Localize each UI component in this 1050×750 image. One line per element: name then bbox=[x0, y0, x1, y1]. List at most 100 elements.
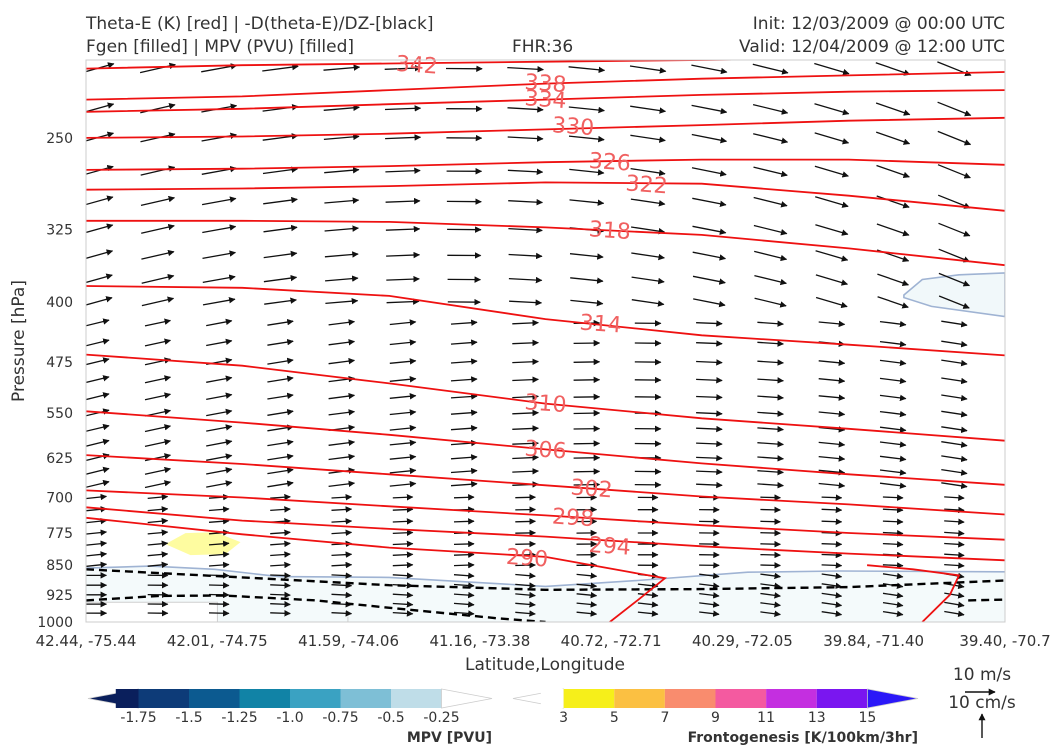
wind-arrow bbox=[147, 540, 169, 547]
wind-arrow bbox=[453, 494, 475, 501]
wind-arrow bbox=[86, 392, 110, 401]
wind-arrow bbox=[696, 340, 723, 347]
terrain-block bbox=[86, 601, 218, 622]
wind-arrow bbox=[392, 494, 414, 501]
wind-arrow bbox=[818, 426, 846, 433]
wind-arrow bbox=[938, 248, 971, 263]
wind-arrow bbox=[141, 223, 175, 234]
wind-arrow bbox=[753, 196, 788, 208]
wind-arrow bbox=[508, 252, 543, 260]
contour-label: 326 bbox=[588, 149, 632, 177]
wind-arrow bbox=[576, 591, 598, 599]
wind-arrow bbox=[879, 455, 907, 463]
wind-arrow bbox=[385, 197, 421, 205]
wind-arrow bbox=[267, 375, 294, 383]
wind-arrow bbox=[757, 377, 784, 384]
wind-arrow bbox=[453, 551, 475, 558]
wind-arrow bbox=[512, 425, 539, 432]
wind-arrow bbox=[86, 479, 110, 488]
wind-arrow bbox=[512, 393, 539, 400]
colorbar-tick: -1.75 bbox=[120, 710, 156, 726]
wind-arrow bbox=[815, 196, 849, 208]
wind-arrow bbox=[879, 410, 907, 418]
wind-arrow bbox=[201, 63, 238, 73]
wind-arrow bbox=[267, 467, 294, 475]
contour-label: 290 bbox=[505, 545, 549, 573]
wind-arrow bbox=[86, 249, 114, 260]
wind-arrow bbox=[941, 394, 968, 402]
wind-arrow bbox=[450, 358, 478, 365]
wind-arrow bbox=[696, 454, 723, 462]
colorbar-cell bbox=[290, 689, 341, 708]
contour-label: 298 bbox=[551, 504, 595, 532]
wind-arrow bbox=[699, 610, 720, 617]
wind-arrow bbox=[760, 582, 781, 589]
wind-arrow bbox=[389, 339, 417, 346]
wind-arrow bbox=[630, 134, 666, 143]
wind-arrow bbox=[760, 529, 781, 537]
colorbar-cell bbox=[391, 689, 442, 708]
wind-key-horizontal: 10 m/s bbox=[953, 665, 1011, 685]
colorbar-tick: -1.25 bbox=[221, 710, 257, 726]
colorbar-cell bbox=[866, 688, 919, 709]
wind-arrow bbox=[512, 440, 539, 447]
x-tick-label: 40.29, -72.05 bbox=[692, 632, 793, 650]
wind-arrow bbox=[814, 165, 849, 178]
wind-arrow bbox=[692, 225, 727, 235]
wind-arrow bbox=[270, 529, 291, 536]
wind-arrow bbox=[637, 601, 659, 608]
y-tick-label: 850 bbox=[46, 558, 73, 574]
wind-arrow bbox=[86, 561, 108, 569]
wind-arrow bbox=[569, 168, 605, 176]
wind-arrow bbox=[568, 135, 605, 143]
wind-arrow bbox=[208, 551, 230, 558]
wind-key-vertical: 10 cm/s bbox=[948, 693, 1016, 713]
wind-arrow bbox=[576, 572, 598, 579]
wind-arrow bbox=[208, 540, 230, 548]
wind-arrow bbox=[144, 338, 172, 347]
contour-label: 322 bbox=[625, 171, 669, 199]
contour-label: 330 bbox=[551, 113, 595, 141]
wind-arrow bbox=[392, 506, 414, 513]
wind-arrow bbox=[760, 494, 781, 501]
wind-arrow bbox=[267, 453, 294, 461]
wind-arrow bbox=[324, 251, 359, 258]
wind-arrow bbox=[389, 467, 417, 475]
colorbar-cell bbox=[189, 689, 240, 708]
wind-arrow bbox=[944, 601, 965, 608]
wind-arrow bbox=[206, 338, 233, 347]
wind-arrow bbox=[453, 572, 475, 579]
plot-background bbox=[86, 60, 1005, 622]
wind-arrow bbox=[631, 252, 665, 261]
wind-arrow bbox=[568, 66, 606, 74]
wind-arrow bbox=[877, 273, 910, 287]
wind-arrow bbox=[389, 480, 417, 488]
wind-arrow bbox=[568, 106, 605, 114]
wind-arrow bbox=[385, 167, 421, 174]
wind-arrow bbox=[815, 224, 849, 236]
y-axis-ticks: 250 325 400 475 550 625 700 775 850 925 1000 bbox=[37, 131, 73, 631]
wind-arrow bbox=[331, 493, 353, 501]
wind-arrow bbox=[508, 276, 543, 284]
wind-arrow bbox=[879, 426, 907, 433]
wind-arrow bbox=[507, 106, 544, 113]
colorbar-tick: -0.25 bbox=[423, 710, 459, 726]
wind-arrow bbox=[941, 468, 968, 476]
wind-arrow bbox=[941, 455, 968, 463]
wind-arrow bbox=[202, 224, 237, 234]
wind-arrow bbox=[691, 133, 728, 144]
wind-arrow bbox=[270, 582, 291, 589]
wind-arrow bbox=[389, 424, 417, 432]
wind-vectors bbox=[86, 61, 972, 618]
wind-arrow bbox=[691, 64, 728, 75]
theta-e-contour bbox=[86, 158, 1005, 171]
valid-time: Valid: 12/04/2009 @ 12:00 UTC bbox=[739, 37, 1005, 57]
wind-arrow bbox=[693, 298, 726, 308]
wind-arrow bbox=[875, 131, 911, 145]
contour-label: 318 bbox=[588, 217, 632, 245]
wind-arrow bbox=[569, 253, 604, 260]
wind-arrow bbox=[392, 601, 414, 608]
contour-label: 294 bbox=[588, 533, 632, 561]
wind-arrow bbox=[760, 551, 781, 559]
